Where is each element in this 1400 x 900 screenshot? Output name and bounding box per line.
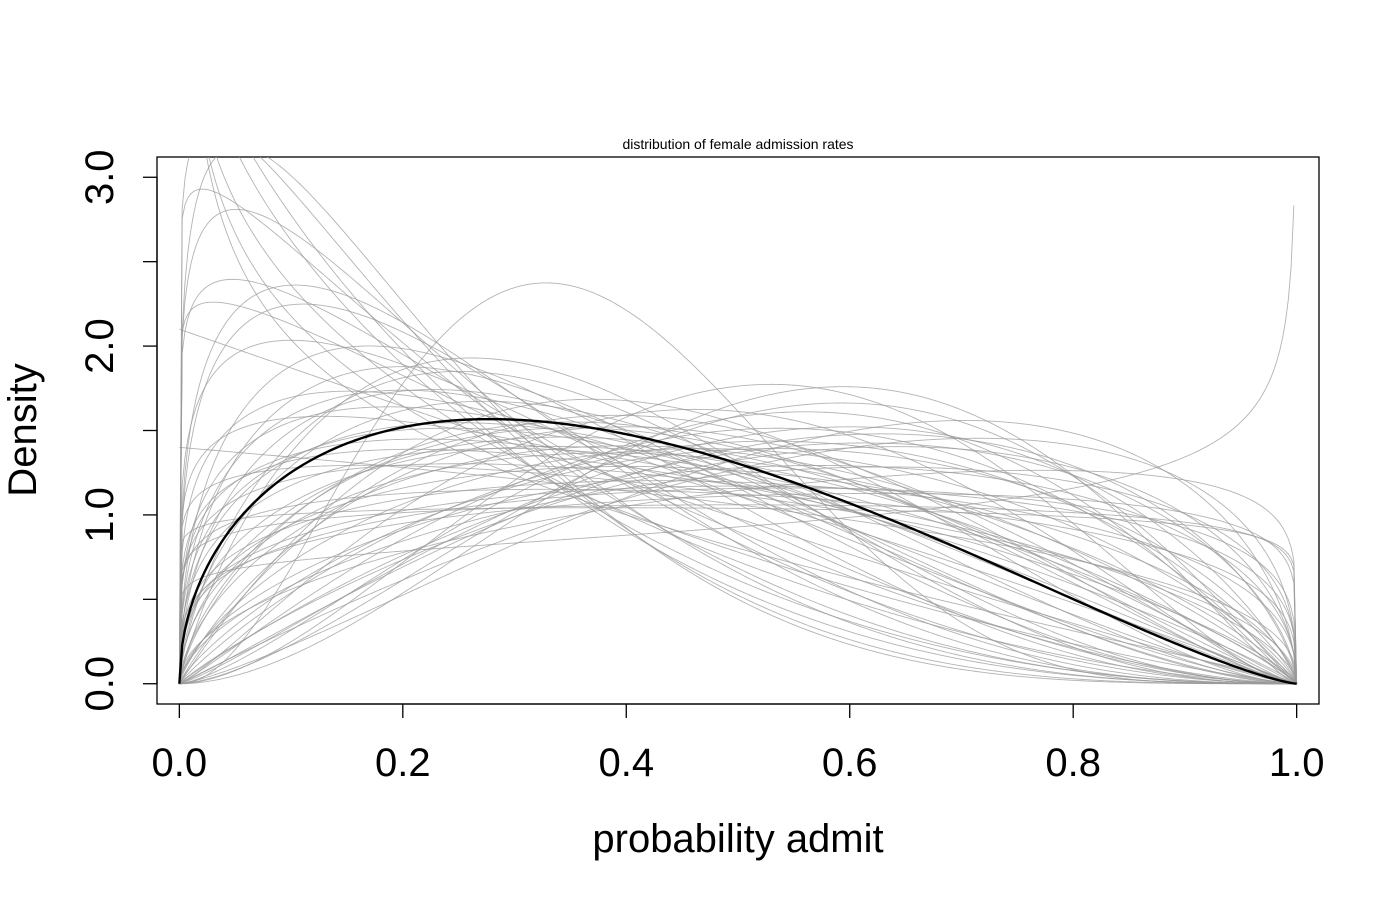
x-axis-label: probability admit xyxy=(592,817,883,861)
sample-curve-23 xyxy=(179,408,1297,685)
sample-curve-54 xyxy=(178,303,1297,685)
y-tick-label-1: 1.0 xyxy=(78,487,122,543)
mean-curve xyxy=(178,417,1297,685)
sample-curve-45 xyxy=(178,370,1297,685)
x-tick-label-3: 0.6 xyxy=(822,741,878,785)
sample-curve-38 xyxy=(178,487,1298,684)
x-tick-label-5: 1.0 xyxy=(1269,741,1325,785)
sample-curve-37 xyxy=(178,507,1298,684)
sample-curve-46 xyxy=(178,345,1297,685)
plot-box xyxy=(156,156,1320,705)
sample-curve-55 xyxy=(178,445,1297,685)
y-axis-label: Density xyxy=(1,363,45,496)
y-axis: 0.0 1.0 2.0 3.0 xyxy=(78,149,158,712)
sample-curve-39 xyxy=(178,466,1298,684)
sample-curve-13 xyxy=(178,389,1297,685)
sample-curve-36 xyxy=(178,480,1298,684)
sample-curve-53 xyxy=(179,328,1297,685)
sample-curve-17 xyxy=(178,421,1297,685)
sample-curve-31 xyxy=(179,437,1298,685)
sample-curve-1 xyxy=(238,157,1297,685)
sample-curve-60 xyxy=(178,301,1297,685)
sample-curve-67 xyxy=(178,422,1297,685)
sample-curve-68 xyxy=(178,485,1298,684)
sample-curve-51 xyxy=(178,389,1297,685)
sample-curve-57 xyxy=(178,504,1298,684)
sample-curve-28 xyxy=(179,386,1297,685)
sample-curve-29 xyxy=(179,419,1298,685)
sample-curve-66 xyxy=(178,440,1298,685)
sample-curve-8 xyxy=(178,278,1297,685)
sample-curve-25 xyxy=(179,426,1298,685)
sample-curve-14 xyxy=(178,366,1297,685)
sample-curve-10 xyxy=(178,339,1297,685)
sample-curve-47 xyxy=(178,357,1297,685)
y-tick-label-2: 2.0 xyxy=(78,318,122,374)
sample-curve-63 xyxy=(178,492,1298,684)
sample-curve-43 xyxy=(178,464,1298,684)
sample-curve-59 xyxy=(179,383,1297,685)
sample-curve-50 xyxy=(178,488,1298,684)
sample-curve-2 xyxy=(208,157,1297,685)
sample-curve-30 xyxy=(179,446,1298,685)
x-tick-label-2: 0.4 xyxy=(598,741,654,785)
sample-curve-7 xyxy=(178,157,1297,685)
sample-curve-34 xyxy=(178,465,1298,684)
mean-curve-group xyxy=(178,417,1297,685)
posterior-sample-curves xyxy=(178,157,1298,685)
sample-curve-65 xyxy=(178,208,1297,685)
x-axis: 0.0 0.2 0.4 0.6 0.8 1.0 xyxy=(152,703,1325,785)
chart-title: distribution of female admission rates xyxy=(622,136,853,152)
sample-curve-9 xyxy=(178,284,1297,685)
sample-curve-6 xyxy=(178,157,1297,685)
sample-curve-61 xyxy=(178,448,1298,684)
sample-curve-64 xyxy=(178,427,1297,685)
y-tick-label-3: 3.0 xyxy=(78,149,122,205)
sample-curve-40 xyxy=(178,469,1298,684)
sample-curve-48 xyxy=(179,442,1298,685)
sample-curve-56 xyxy=(179,282,1297,685)
sample-curve-4 xyxy=(206,157,1297,685)
sample-curve-69 xyxy=(178,205,1295,684)
sample-curve-5 xyxy=(178,188,1297,685)
x-tick-label-0: 0.0 xyxy=(152,741,208,785)
sample-curve-52 xyxy=(179,427,1298,685)
x-tick-label-4: 0.8 xyxy=(1045,741,1101,785)
sample-curve-32 xyxy=(178,465,1298,684)
x-tick-label-1: 0.2 xyxy=(375,741,431,785)
y-tick-label-0: 0.0 xyxy=(78,656,122,712)
